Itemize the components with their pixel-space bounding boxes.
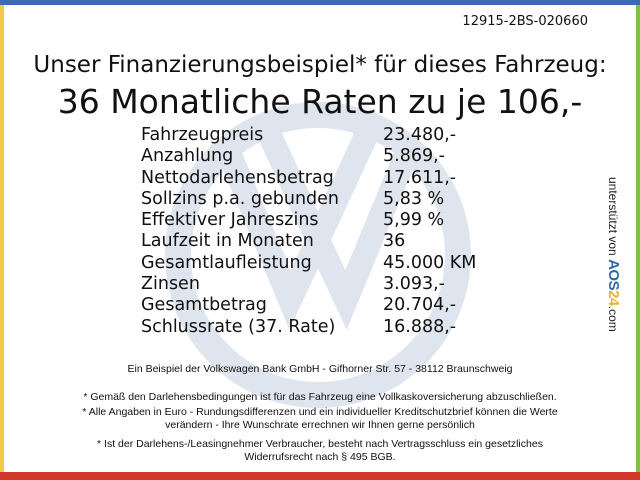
row-value: 36	[383, 231, 406, 252]
row-label: Schlussrate (37. Rate)	[141, 316, 336, 337]
left-border	[0, 5, 4, 472]
footnote-euro-line2: verändern - Ihre Wunschrate errechnen wi…	[165, 419, 475, 431]
top-border	[0, 0, 640, 5]
row-label: Fahrzeugpreis	[141, 125, 264, 145]
financing-table: Fahrzeugpreis 23.480,- Anzahlung 5.869,- N…	[141, 125, 541, 338]
row-label: Anzahlung	[141, 146, 234, 167]
supported-by-credit: unterstützt von AOS24.com	[604, 177, 624, 353]
bank-info: Ein Beispiel der Volkswagen Bank GmbH - …	[127, 363, 513, 375]
monthly-rate-headline: 36 Monatliche Raten zu je 106,-	[57, 82, 583, 121]
headline: Unser Finanzierungsbeispiel* für dieses …	[33, 52, 607, 78]
table-row: Nettodarlehensbetrag 17.611,-	[141, 168, 541, 189]
row-value: 16.888,-	[383, 316, 457, 337]
table-row: Effektiver Jahreszins 5,99 %	[141, 210, 541, 231]
table-row: Anzahlung 5.869,-	[141, 146, 541, 167]
row-value: 5,83 %	[383, 188, 445, 209]
row-label: Laufzeit in Monaten	[141, 231, 314, 252]
table-row: Gesamtbetrag 20.704,-	[141, 295, 541, 316]
table-row: Laufzeit in Monaten 36	[141, 231, 541, 252]
row-value: 3.093,-	[383, 274, 445, 295]
row-label: Zinsen	[141, 274, 200, 295]
row-label: Gesamtbetrag	[141, 295, 267, 316]
row-label: Sollzins p.a. gebunden	[141, 188, 340, 209]
row-value: 5.869,-	[383, 146, 445, 167]
reference-code: 12915-2BS-020660	[462, 14, 588, 29]
row-value: 20.704,-	[383, 295, 457, 316]
row-label: Nettodarlehensbetrag	[141, 167, 334, 188]
table-row: Schlussrate (37. Rate) 16.888,-	[141, 317, 541, 338]
table-row: Sollzins p.a. gebunden 5,83 %	[141, 189, 541, 210]
table-row: Gesamtlaufleistung 45.000 KM	[141, 253, 541, 274]
footnote-withdrawal-line1: * Ist der Darlehens-/Leasingnehmer Verbr…	[97, 438, 543, 450]
domain-suffix: .com	[606, 305, 620, 332]
footnote-euro-line1: * Alle Angaben in Euro - Rundungsdiffere…	[82, 406, 558, 418]
row-value: 17.611,-	[383, 167, 457, 188]
table-row: Fahrzeugpreis 23.480,-	[141, 125, 541, 146]
right-border	[636, 5, 640, 472]
row-value: 5,99 %	[383, 210, 445, 231]
footnote-withdrawal-line2: Widerrufsrecht nach § 495 BGB.	[244, 451, 396, 463]
table-row: Zinsen 3.093,-	[141, 274, 541, 295]
row-value: 23.480,-	[383, 125, 457, 145]
footnote-insurance: * Gemäß den Darlehensbedingungen ist für…	[83, 391, 557, 403]
aos24-logo: AOS24	[605, 259, 622, 306]
row-value: 45.000 KM	[383, 252, 477, 273]
supported-by-text: unterstützt von	[606, 177, 620, 256]
row-label: Gesamtlaufleistung	[141, 252, 312, 273]
row-label: Effektiver Jahreszins	[141, 210, 319, 231]
bottom-border	[0, 472, 640, 480]
